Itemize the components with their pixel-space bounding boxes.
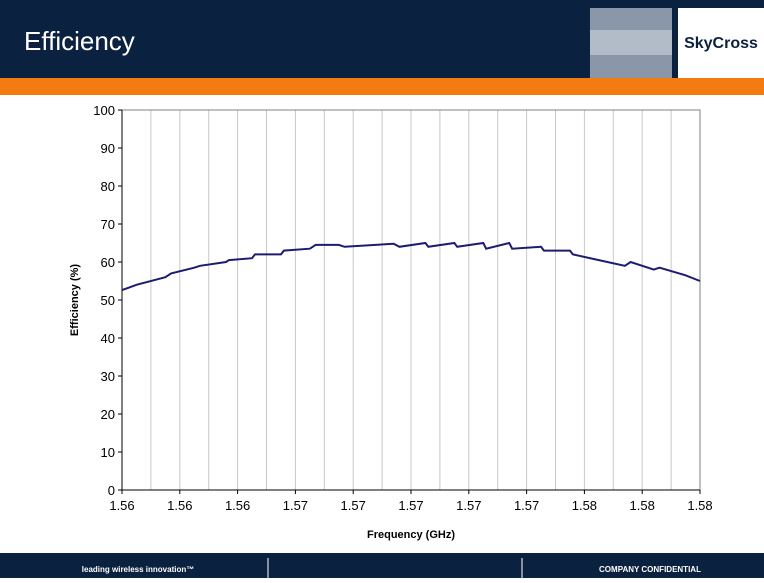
accent-bar <box>0 78 764 95</box>
x-tick-label: 1.58 <box>630 498 655 513</box>
y-tick-label: 0 <box>108 483 115 498</box>
x-tick-label: 1.57 <box>514 498 539 513</box>
x-tick-label: 1.58 <box>687 498 712 513</box>
slide-title: Efficiency <box>24 26 135 56</box>
y-tick-label: 100 <box>93 103 115 118</box>
y-tick-label: 30 <box>101 369 115 384</box>
y-axis-label: Efficiency (%) <box>69 264 81 336</box>
x-tick-label: 1.56 <box>109 498 134 513</box>
y-tick-label: 10 <box>101 445 115 460</box>
x-tick-label: 1.56 <box>225 498 250 513</box>
x-tick-label: 1.57 <box>398 498 423 513</box>
y-tick-label: 20 <box>101 407 115 422</box>
x-axis-label: Frequency (GHz) <box>367 529 455 541</box>
y-tick-label: 70 <box>101 217 115 232</box>
footer-text: leading wireless innovation™ <box>82 565 194 574</box>
data-line <box>121 241 701 292</box>
logo-box <box>678 8 764 78</box>
x-tick-label: 1.57 <box>283 498 308 513</box>
footer-text: COMPANY CONFIDENTIAL <box>599 565 701 574</box>
x-tick-label: 1.56 <box>167 498 192 513</box>
y-tick-label: 50 <box>101 293 115 308</box>
x-tick-label: 1.57 <box>456 498 481 513</box>
y-tick-label: 80 <box>101 179 115 194</box>
y-tick-label: 90 <box>101 141 115 156</box>
chart: 1.56 1.56 1.56 1.57 1.57 1.57 1.57 1.57 1.58 1.58… <box>69 103 713 541</box>
y-tick-label: 40 <box>101 331 115 346</box>
footer-bar <box>0 553 764 578</box>
y-tick-label: 60 <box>101 255 115 270</box>
sky-cloud <box>590 30 672 55</box>
x-tick-label: 1.57 <box>341 498 366 513</box>
x-tick-label: 1.58 <box>572 498 597 513</box>
logo: SkyCross <box>684 35 758 52</box>
